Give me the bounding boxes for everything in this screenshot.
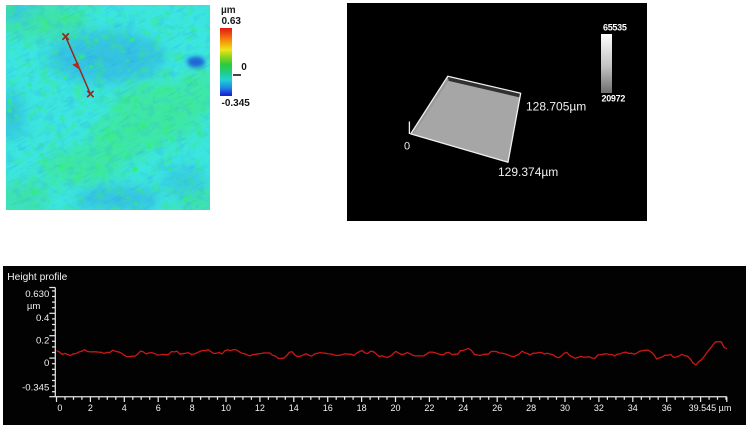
- svg-text:28: 28: [526, 403, 536, 413]
- svg-text:0.2: 0.2: [36, 335, 49, 346]
- svg-text:14: 14: [289, 403, 299, 413]
- svg-text:16: 16: [323, 403, 333, 413]
- svg-text:0: 0: [44, 357, 49, 368]
- svg-text:µm: µm: [27, 301, 41, 312]
- svg-text:-0.345: -0.345: [22, 382, 49, 393]
- svg-text:32: 32: [594, 403, 604, 413]
- svg-text:0.630: 0.630: [25, 289, 49, 300]
- svg-text:65535: 65535: [603, 22, 627, 32]
- svg-text:12: 12: [255, 403, 265, 413]
- svg-text:128.705µm: 128.705µm: [526, 99, 586, 113]
- svg-text:6: 6: [156, 403, 161, 413]
- svg-text:39.545 µm: 39.545 µm: [689, 403, 732, 413]
- svg-text:30: 30: [560, 403, 570, 413]
- svg-text:34: 34: [628, 403, 638, 413]
- svg-text:22: 22: [424, 403, 434, 413]
- svg-text:0: 0: [57, 403, 62, 413]
- svg-text:18: 18: [357, 403, 367, 413]
- svg-text:129.374µm: 129.374µm: [498, 165, 558, 179]
- svg-text:0: 0: [404, 140, 410, 152]
- svg-text:26: 26: [492, 403, 502, 413]
- svg-text:4: 4: [122, 403, 127, 413]
- svg-text:20972: 20972: [601, 93, 625, 103]
- svg-text:36: 36: [662, 403, 672, 413]
- svg-text:10: 10: [221, 403, 231, 413]
- svg-text:8: 8: [190, 403, 195, 413]
- svg-text:24: 24: [458, 403, 468, 413]
- svg-text:0.4: 0.4: [36, 312, 50, 323]
- svg-text:20: 20: [390, 403, 400, 413]
- svg-text:2: 2: [88, 403, 93, 413]
- svg-text:Height profile: Height profile: [7, 271, 67, 282]
